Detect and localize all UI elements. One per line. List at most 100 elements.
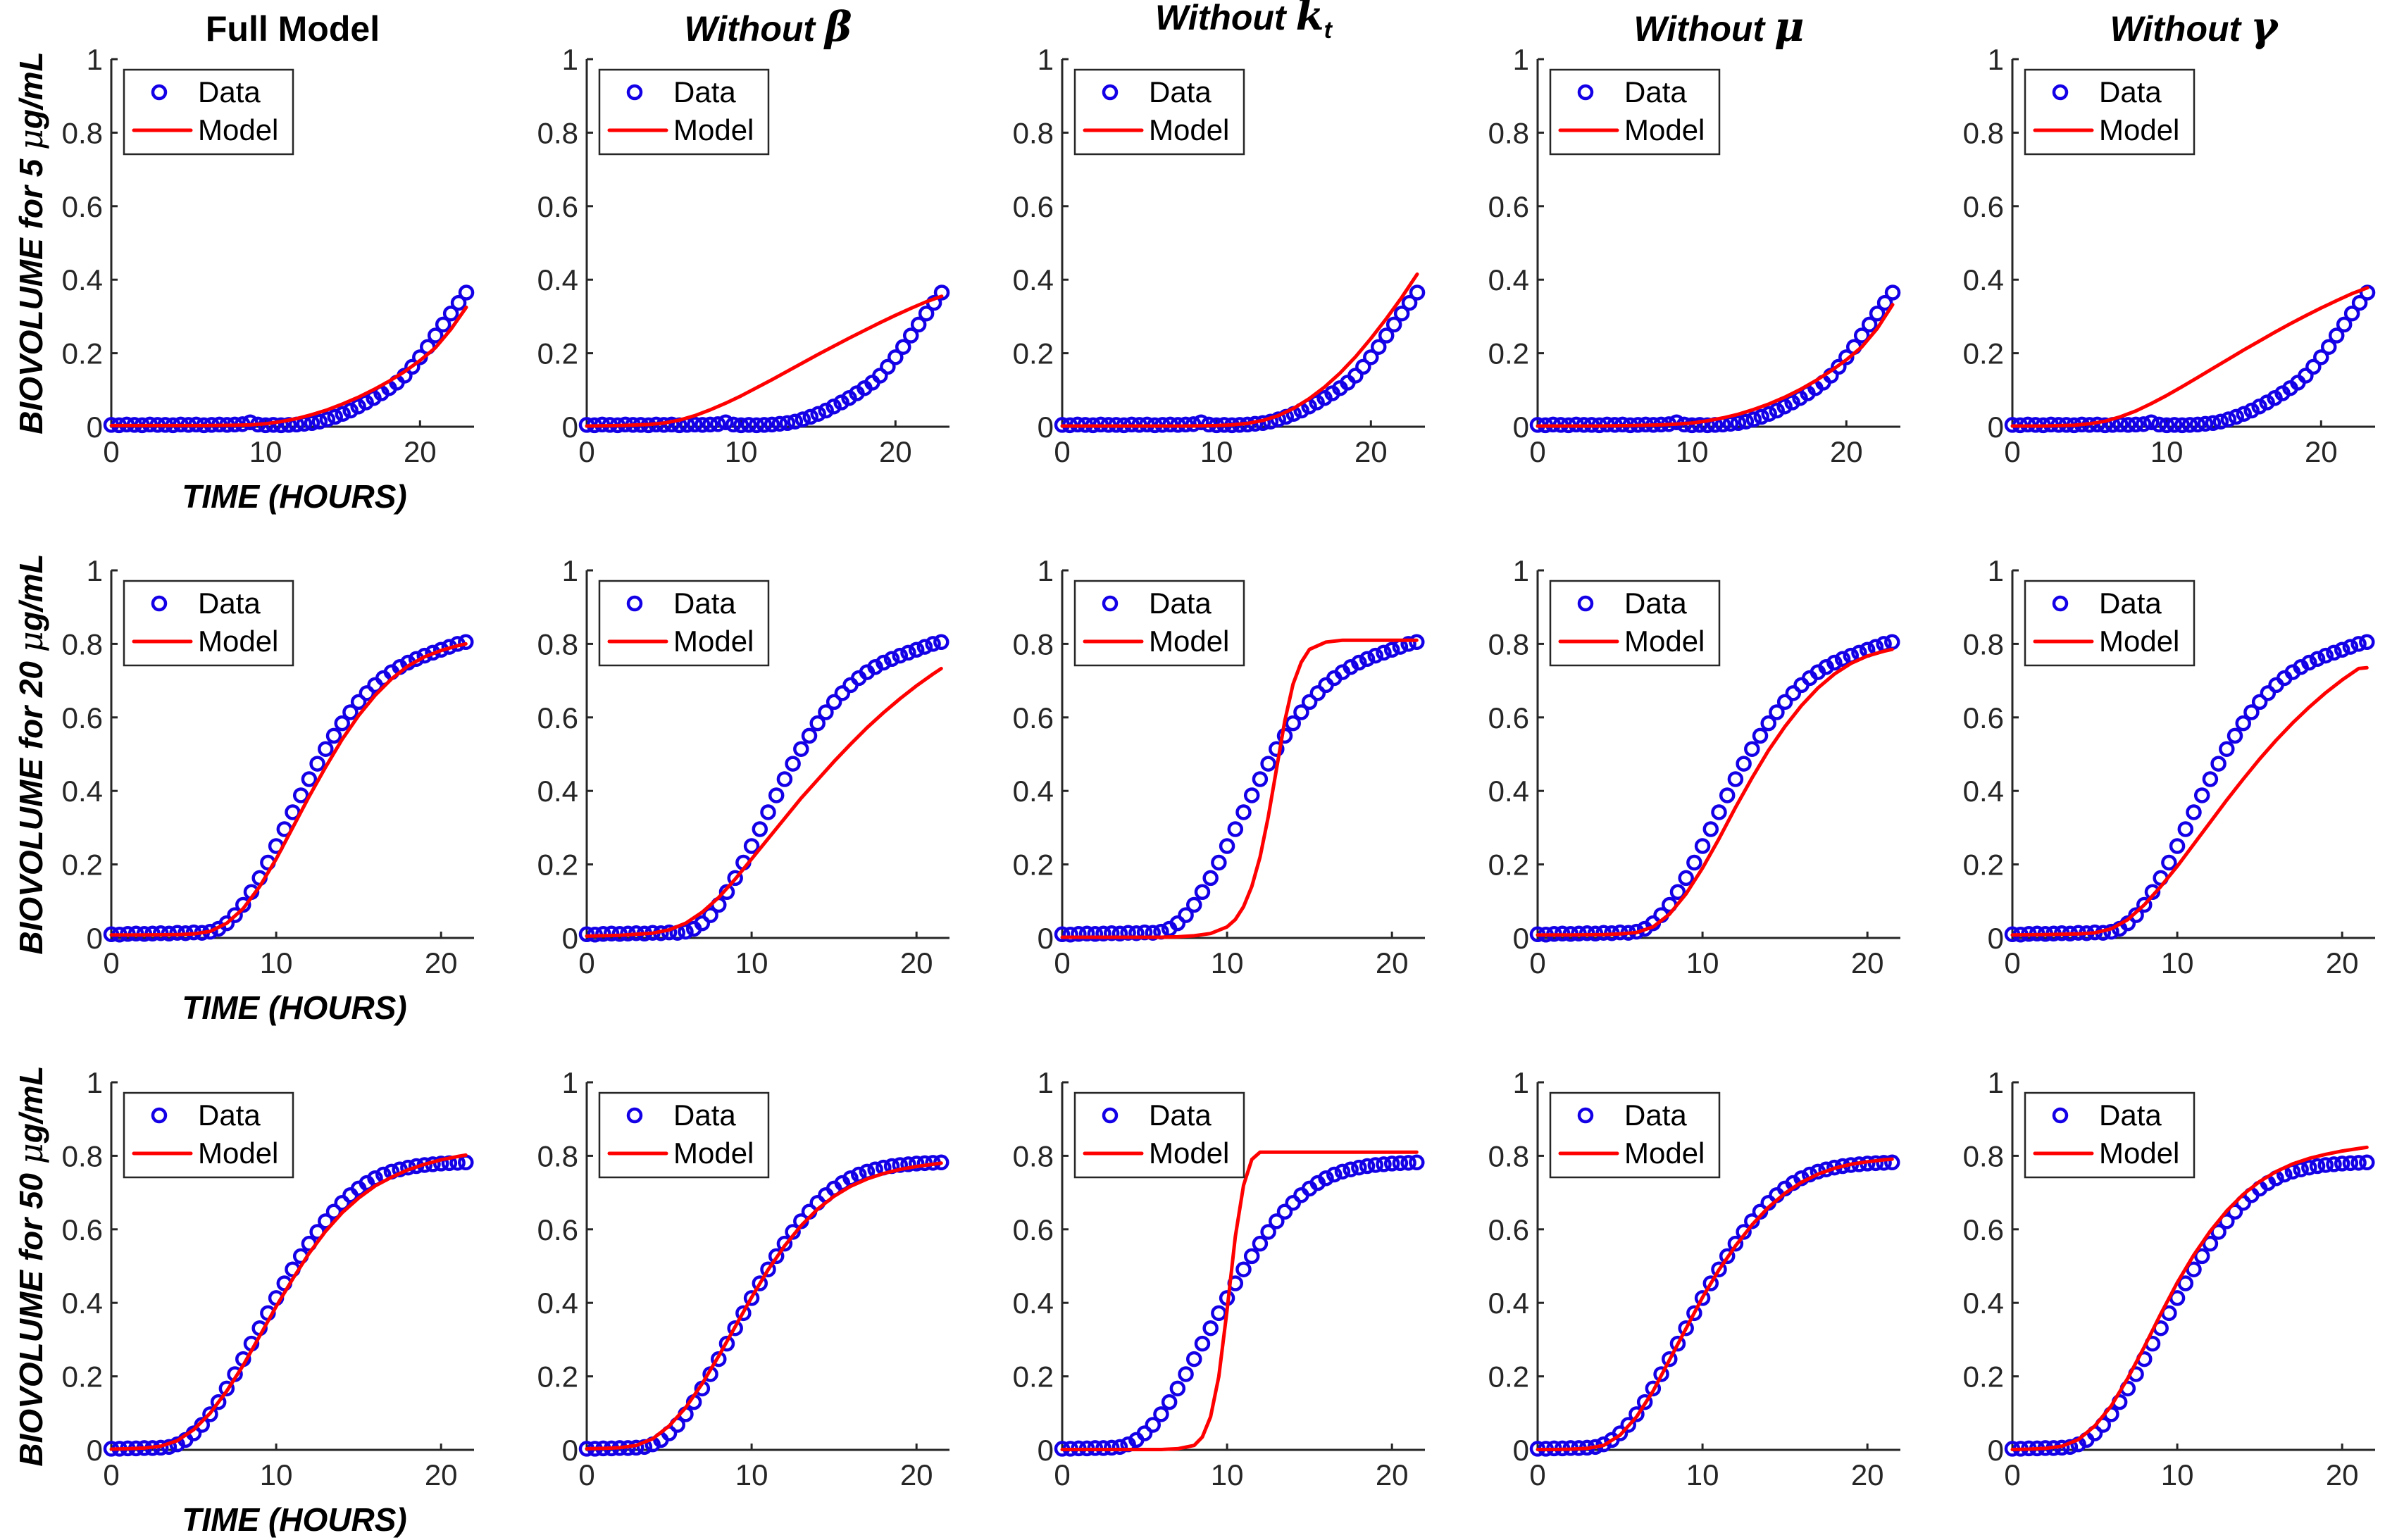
data-point (1745, 411, 1762, 427)
data-point (1383, 641, 1400, 658)
y-tick-label: 0.2 (1488, 337, 1529, 370)
legend: Data Model (1549, 580, 1721, 667)
y-tick-label: 0.8 (1488, 116, 1529, 149)
data-point (1861, 316, 1878, 333)
data-point (1169, 1380, 1186, 1397)
y-tick-label: 0.6 (537, 190, 578, 223)
data-point (1285, 715, 1301, 732)
data-point (2351, 294, 2368, 311)
data-series (103, 284, 475, 434)
legend-box (1073, 68, 1245, 156)
legend-model-label: Model (2099, 113, 2179, 146)
data-point (1363, 349, 1379, 365)
legend-box (123, 580, 294, 667)
legend-data-marker (1102, 595, 1119, 612)
data-point (1385, 316, 1402, 333)
legend-model-label: Model (673, 113, 754, 146)
data-point (319, 411, 336, 427)
data-series (103, 1154, 474, 1457)
y-tick-label: 0 (87, 922, 103, 955)
model-curve (1060, 272, 1419, 428)
x-tick-label: 0 (1054, 946, 1070, 979)
data-point (1153, 1406, 1169, 1422)
data-point (2359, 1154, 2375, 1171)
data-point (358, 394, 374, 411)
data-point (1678, 870, 1694, 887)
y-tick-label: 0.8 (1488, 627, 1529, 661)
column-title-3-subscript: t (1324, 17, 1333, 44)
y-tick-label: 0 (87, 411, 103, 444)
data-point (2166, 417, 2183, 433)
data-point (342, 704, 359, 720)
y-tick-label: 0.4 (537, 263, 578, 296)
data-point (1359, 1158, 1376, 1175)
data-point (2174, 417, 2191, 434)
data-point (1202, 870, 1219, 887)
y-tick-label: 0.6 (1488, 190, 1529, 223)
data-point (1318, 1170, 1334, 1187)
data-point (918, 305, 935, 322)
data-point (883, 651, 900, 668)
data-point (1752, 727, 1769, 744)
data-point (1301, 694, 1318, 710)
data-series (103, 634, 474, 943)
legend-model-label: Model (673, 625, 754, 658)
data-point (735, 1305, 752, 1322)
legend-box (1073, 580, 1245, 667)
column-title-2: Without β (685, 3, 852, 51)
data-series (1529, 284, 1901, 434)
data-point (2334, 641, 2350, 658)
legend-data-marker (1577, 84, 1594, 101)
data-point (2097, 417, 2113, 434)
legend-model-label: Model (1624, 1137, 1705, 1170)
data-point (242, 414, 259, 430)
y-axis-label-prefix: BIOVOLUME for 20 (13, 652, 49, 954)
data-point (1269, 1213, 1285, 1229)
data-point (2136, 416, 2152, 432)
data-point (702, 907, 718, 923)
x-tick-label: 10 (2161, 946, 2194, 979)
legend-data-label: Data (1624, 1098, 1687, 1132)
data-point (1169, 915, 1186, 932)
data-point (1260, 756, 1276, 772)
y-tick-label: 0.6 (1013, 1213, 1054, 1246)
data-point (1252, 1235, 1269, 1252)
data-point (2189, 416, 2206, 433)
data-point (1876, 1155, 1892, 1171)
data-point (1293, 704, 1309, 720)
data-point (2334, 1156, 2350, 1172)
data-point (1235, 804, 1252, 820)
data-point (2128, 416, 2144, 433)
legend-box (123, 68, 294, 156)
y-tick-label: 0.6 (1963, 1213, 2004, 1246)
data-point (359, 685, 375, 701)
data-point (325, 727, 342, 744)
legend: Data Model (1073, 1091, 1245, 1179)
x-tick-label: 0 (2004, 946, 2020, 979)
y-tick-label: 0.2 (1013, 337, 1054, 370)
legend: Data Model (123, 580, 294, 667)
data-point (2197, 415, 2214, 432)
data-point (2243, 704, 2260, 720)
data-point (2328, 327, 2345, 344)
y-tick-label: 0.2 (1963, 337, 2004, 370)
data-point (194, 1417, 210, 1433)
data-point (1202, 1320, 1219, 1336)
y-tick-label: 1 (1988, 43, 2004, 76)
data-point (2343, 305, 2360, 322)
data-point (1054, 926, 1071, 943)
data-series (2004, 1154, 2375, 1457)
data-point (1260, 1224, 1276, 1240)
data-point (2205, 415, 2222, 432)
data-point (842, 677, 859, 694)
data-point (1653, 1366, 1669, 1382)
data-point (1343, 1161, 1359, 1177)
data-point (450, 294, 467, 311)
y-tick-label: 0.6 (62, 190, 103, 223)
data-point (1784, 394, 1800, 411)
y-tick-label: 0 (562, 1434, 578, 1467)
data-point (1645, 1380, 1662, 1397)
legend-data-label: Data (673, 587, 736, 620)
data-point (2359, 634, 2375, 651)
